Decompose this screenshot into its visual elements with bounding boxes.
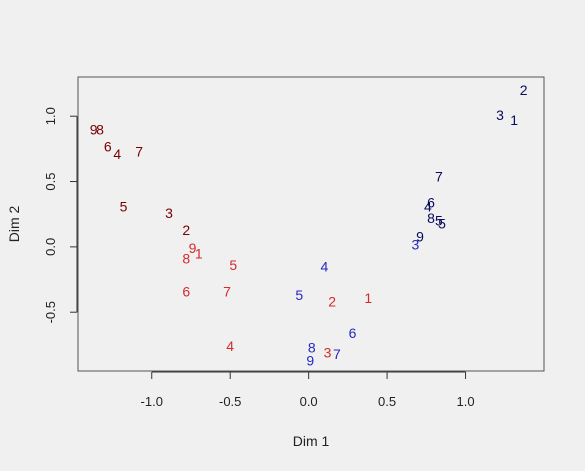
x-tick-label: 1.0 <box>457 394 475 409</box>
point-label-series1: 7 <box>135 143 143 159</box>
point-label-series1: 8 <box>96 121 104 137</box>
point-label-series4: 6 <box>427 194 435 210</box>
point-label-series4: 8 <box>427 210 435 226</box>
y-tick-label: -0.5 <box>43 301 58 323</box>
point-label-series4: 3 <box>496 107 504 123</box>
point-label-series2: 1 <box>195 245 203 261</box>
point-label-series3: 9 <box>306 353 314 369</box>
x-tick-label: 0.0 <box>300 394 318 409</box>
point-label-series1: 3 <box>165 205 173 221</box>
y-axis-title: Dim 2 <box>6 206 22 243</box>
x-axis: -1.0 -0.5 0.0 0.5 1.0 <box>141 371 475 409</box>
point-label-series2: 9 <box>189 240 197 256</box>
point-label-series3: 3 <box>411 236 419 252</box>
point-label-series1: 5 <box>120 198 128 214</box>
x-tick-label: -0.5 <box>219 394 241 409</box>
point-label-series4: 5 <box>438 215 446 231</box>
plot-frame <box>77 76 545 372</box>
point-label-series4: 2 <box>520 82 528 98</box>
point-label-series2: 8 <box>182 251 190 267</box>
point-label-series1: 4 <box>113 146 121 162</box>
y-tick-label: 0.5 <box>43 172 58 190</box>
point-label-series4: 7 <box>435 168 443 184</box>
x-axis-title: Dim 1 <box>293 433 330 449</box>
point-label-series3: 5 <box>295 287 303 303</box>
point-label-series2: 2 <box>328 294 336 310</box>
point-label-series2: 5 <box>229 257 237 273</box>
point-label-series1: 9 <box>90 121 98 137</box>
point-label-series4: 1 <box>510 112 518 128</box>
point-label-series3: 7 <box>333 346 341 362</box>
y-axis: -0.5 0.0 0.5 1.0 <box>43 107 78 323</box>
x-tick-label: -1.0 <box>141 394 163 409</box>
point-label-series2: 1 <box>364 290 372 306</box>
point-label-series3: 6 <box>349 325 357 341</box>
point-label-series3: 4 <box>320 258 328 274</box>
point-label-series2: 7 <box>223 283 231 299</box>
point-label-series2: 3 <box>324 345 332 361</box>
point-label-series3: 8 <box>308 339 316 355</box>
y-tick-label: 0.0 <box>43 238 58 256</box>
point-label-series1: 6 <box>104 138 112 154</box>
point-label-series2: 6 <box>182 283 190 299</box>
point-label-series2: 4 <box>226 338 234 354</box>
x-tick-label: 0.5 <box>378 394 396 409</box>
point-label-series1: 2 <box>182 222 190 238</box>
y-tick-label: 1.0 <box>43 107 58 125</box>
point-label-series4: 9 <box>416 228 424 244</box>
point-label-series4: 4 <box>424 198 432 214</box>
point-label-series4: 5 <box>435 213 443 229</box>
